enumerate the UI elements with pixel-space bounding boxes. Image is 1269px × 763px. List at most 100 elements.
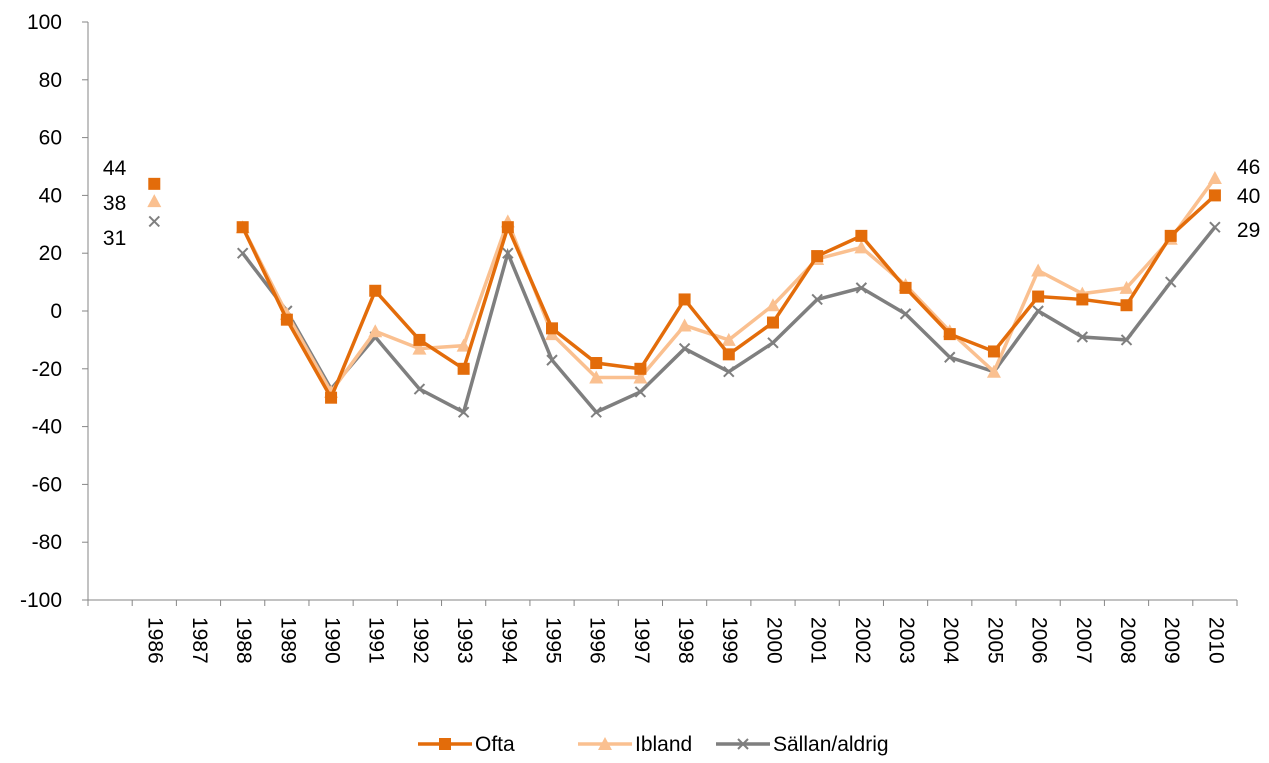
marker xyxy=(412,341,427,355)
series xyxy=(148,177,1221,404)
marker xyxy=(148,215,160,228)
legend-item: Ibland xyxy=(578,733,692,756)
marker xyxy=(546,354,558,366)
marker xyxy=(678,293,691,306)
data-label: 40 xyxy=(1237,185,1260,208)
x-tick-label: 2010 xyxy=(1204,617,1227,664)
marker xyxy=(1076,331,1089,343)
marker xyxy=(1031,263,1046,277)
marker xyxy=(1208,189,1221,202)
x-tick-label: 1997 xyxy=(630,617,653,664)
marker xyxy=(767,337,779,349)
x-tick-label: 1996 xyxy=(586,617,609,664)
legend-label: Ibland xyxy=(635,733,692,756)
marker xyxy=(1165,276,1177,288)
marker xyxy=(598,737,612,750)
x-tick-label: 1991 xyxy=(365,617,388,664)
x-tick-label: 1993 xyxy=(453,617,476,664)
data-label: 31 xyxy=(103,227,126,250)
marker xyxy=(368,324,383,338)
marker xyxy=(721,332,736,346)
legend-label: Sällan/aldrig xyxy=(773,733,889,756)
marker xyxy=(457,362,470,375)
marker xyxy=(1119,280,1134,294)
marker xyxy=(413,333,426,346)
x-tick-label: 1994 xyxy=(497,617,520,664)
marker xyxy=(987,345,1000,358)
series xyxy=(148,215,1221,418)
marker xyxy=(457,406,470,418)
x-tick-label: 2007 xyxy=(1072,617,1095,664)
marker xyxy=(590,406,602,418)
marker xyxy=(633,370,648,384)
x-tick-label: 1990 xyxy=(321,617,344,664)
x-tick-label: 2004 xyxy=(939,617,962,664)
x-tick-label: 1995 xyxy=(541,617,564,664)
line xyxy=(241,194,1217,402)
marker xyxy=(369,284,382,297)
marker xyxy=(439,738,451,750)
marker xyxy=(148,177,161,190)
marker xyxy=(634,362,647,375)
marker xyxy=(1032,290,1045,303)
y-tick-label: 20 xyxy=(39,242,62,265)
marker xyxy=(236,221,249,234)
marker xyxy=(855,282,868,294)
marker xyxy=(737,738,749,750)
series xyxy=(147,171,1222,398)
y-tick-label: 80 xyxy=(39,69,62,92)
marker xyxy=(325,391,338,404)
marker xyxy=(811,293,823,306)
marker xyxy=(944,351,956,363)
marker xyxy=(899,308,912,320)
y-tick-label: 0 xyxy=(50,300,62,323)
marker xyxy=(722,348,735,361)
marker xyxy=(413,383,426,395)
x-tick-label: 1999 xyxy=(718,617,741,664)
data-label: 44 xyxy=(103,157,127,180)
y-tick-label: -100 xyxy=(20,589,62,612)
line xyxy=(241,226,1217,415)
marker xyxy=(236,247,249,259)
marker xyxy=(589,370,604,384)
legend-label: Ofta xyxy=(475,733,515,756)
marker xyxy=(590,357,603,370)
marker xyxy=(1209,221,1221,233)
data-label: 29 xyxy=(1237,219,1260,242)
y-tick-label: -20 xyxy=(32,358,62,381)
data-label: 46 xyxy=(1237,156,1260,179)
x-tick-label: 1998 xyxy=(674,617,697,664)
x-tick-label: 1988 xyxy=(232,617,255,664)
x-tick-label: 2006 xyxy=(1028,617,1051,664)
x-tick-label: 2008 xyxy=(1116,617,1139,664)
marker xyxy=(899,281,912,294)
marker xyxy=(1120,299,1133,312)
marker xyxy=(456,338,471,352)
x-tick-label: 2000 xyxy=(762,617,785,664)
marker xyxy=(766,316,779,329)
y-tick-label: 100 xyxy=(27,11,62,34)
x-tick-label: 1987 xyxy=(188,617,211,664)
x-tick-label: 2001 xyxy=(807,617,830,664)
y-tick-label: 40 xyxy=(39,184,62,207)
x-tick-label: 1989 xyxy=(276,617,299,664)
marker xyxy=(943,328,956,341)
x-tick-label: 1992 xyxy=(409,617,432,664)
marker xyxy=(1032,305,1044,317)
x-tick-label: 2009 xyxy=(1160,617,1183,664)
marker xyxy=(678,342,691,355)
marker xyxy=(546,322,559,335)
y-tick-label: -80 xyxy=(32,531,62,554)
data-label: 38 xyxy=(103,192,126,215)
y-tick-label: -60 xyxy=(32,473,62,496)
marker xyxy=(854,240,869,254)
marker xyxy=(147,194,162,208)
x-tick-label: 2002 xyxy=(851,617,874,664)
marker xyxy=(280,313,293,326)
marker xyxy=(677,318,692,332)
legend-item: Ofta xyxy=(418,733,515,756)
marker xyxy=(765,298,780,312)
marker xyxy=(723,365,735,378)
marker xyxy=(1120,334,1133,346)
